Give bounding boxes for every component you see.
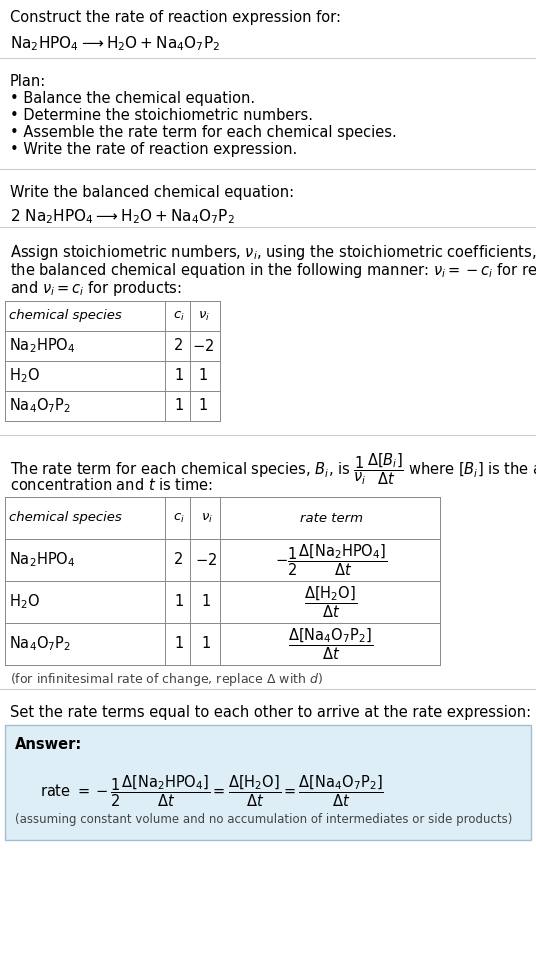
Text: $c_i$: $c_i$ [173,309,185,323]
Text: rate term: rate term [300,512,362,524]
Text: • Balance the chemical equation.: • Balance the chemical equation. [10,91,255,106]
Text: $\mathrm{Na_2HPO_4}$: $\mathrm{Na_2HPO_4}$ [9,337,76,355]
Text: $\mathrm{H_2O}$: $\mathrm{H_2O}$ [9,367,40,385]
Text: and $\nu_i = c_i$ for products:: and $\nu_i = c_i$ for products: [10,279,182,298]
Text: • Determine the stoichiometric numbers.: • Determine the stoichiometric numbers. [10,108,313,123]
Text: concentration and $t$ is time:: concentration and $t$ is time: [10,477,213,493]
Text: • Write the rate of reaction expression.: • Write the rate of reaction expression. [10,142,297,157]
Text: • Assemble the rate term for each chemical species.: • Assemble the rate term for each chemic… [10,125,397,140]
Text: Assign stoichiometric numbers, $\nu_i$, using the stoichiometric coefficients, $: Assign stoichiometric numbers, $\nu_i$, … [10,243,536,262]
Text: 1: 1 [199,398,208,414]
Text: $\mathrm{Na_4O_7P_2}$: $\mathrm{Na_4O_7P_2}$ [9,635,71,654]
Text: $\nu_i$: $\nu_i$ [200,512,212,524]
Text: $c_i$: $c_i$ [173,512,185,524]
Text: rate $= -\dfrac{1}{2}\dfrac{\Delta[\mathrm{Na_2HPO_4}]}{\Delta t}$$ = \dfrac{\De: rate $= -\dfrac{1}{2}\dfrac{\Delta[\math… [40,773,384,808]
Text: $\nu_i$: $\nu_i$ [198,309,210,323]
Text: 1: 1 [199,369,208,383]
Text: $-\dfrac{1}{2}\dfrac{\Delta[\mathrm{Na_2HPO_4}]}{\Delta t}$: $-\dfrac{1}{2}\dfrac{\Delta[\mathrm{Na_2… [275,542,387,578]
Text: $\mathrm{H_2O}$: $\mathrm{H_2O}$ [9,592,40,612]
Text: Write the balanced chemical equation:: Write the balanced chemical equation: [10,185,294,200]
Text: Plan:: Plan: [10,74,46,89]
Text: Construct the rate of reaction expression for:: Construct the rate of reaction expressio… [10,10,341,25]
Text: $\dfrac{\Delta[\mathrm{Na_4O_7P_2}]}{\Delta t}$: $\dfrac{\Delta[\mathrm{Na_4O_7P_2}]}{\De… [288,626,374,661]
Text: 1: 1 [174,594,184,610]
Text: The rate term for each chemical species, $B_i$, is $\dfrac{1}{\nu_i}\dfrac{\Delt: The rate term for each chemical species,… [10,451,536,487]
Text: chemical species: chemical species [9,512,122,524]
Text: Set the rate terms equal to each other to arrive at the rate expression:: Set the rate terms equal to each other t… [10,705,531,720]
Text: 2: 2 [174,339,184,353]
Text: $\mathrm{Na_2HPO_4 \longrightarrow H_2O + Na_4O_7P_2}$: $\mathrm{Na_2HPO_4 \longrightarrow H_2O … [10,34,220,53]
Text: 1: 1 [174,398,184,414]
Text: (for infinitesimal rate of change, replace $\Delta$ with $d$): (for infinitesimal rate of change, repla… [10,671,323,688]
Text: $-2$: $-2$ [196,552,218,568]
Text: 1: 1 [174,636,184,652]
Text: $-2$: $-2$ [192,338,214,354]
Text: chemical species: chemical species [9,309,122,323]
Text: $\mathrm{Na_2HPO_4}$: $\mathrm{Na_2HPO_4}$ [9,551,76,569]
Text: the balanced chemical equation in the following manner: $\nu_i = -c_i$ for react: the balanced chemical equation in the fo… [10,261,536,280]
Text: $\mathrm{Na_4O_7P_2}$: $\mathrm{Na_4O_7P_2}$ [9,396,71,416]
Text: Answer:: Answer: [15,737,82,752]
Text: $\mathrm{2\ Na_2HPO_4 \longrightarrow H_2O + Na_4O_7P_2}$: $\mathrm{2\ Na_2HPO_4 \longrightarrow H_… [10,207,235,226]
Text: 1: 1 [202,636,211,652]
Text: 1: 1 [174,369,184,383]
Bar [5,725,531,840]
Text: 1: 1 [202,594,211,610]
Text: $\dfrac{\Delta[\mathrm{H_2O}]}{\Delta t}$: $\dfrac{\Delta[\mathrm{H_2O}]}{\Delta t}… [304,585,358,620]
Text: 2: 2 [174,553,184,567]
Text: (assuming constant volume and no accumulation of intermediates or side products): (assuming constant volume and no accumul… [15,813,512,826]
